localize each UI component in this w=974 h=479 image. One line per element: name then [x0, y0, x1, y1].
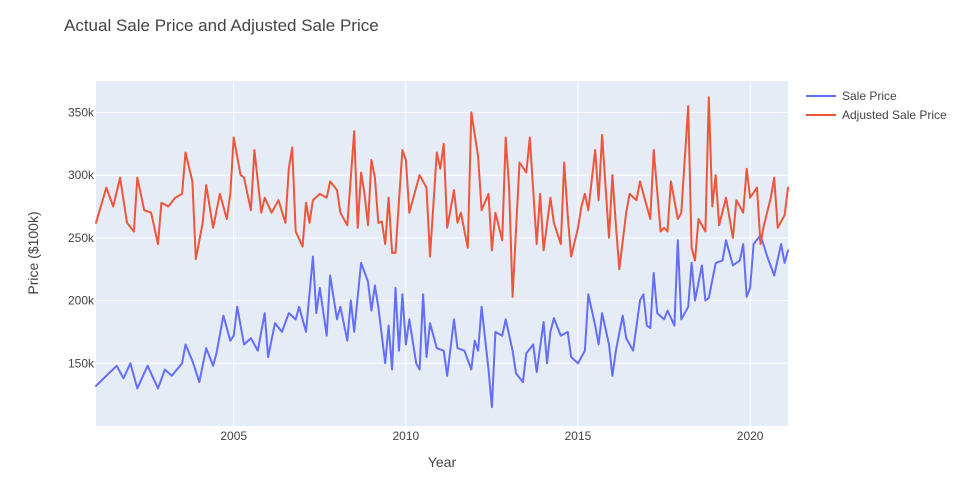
chart-title: Actual Sale Price and Adjusted Sale Pric… [64, 16, 379, 35]
legend-item[interactable]: Adjusted Sale Price [806, 108, 947, 122]
x-axis-title: Year [428, 454, 457, 470]
series-line-sale-price [95, 234, 789, 409]
plot-area [96, 81, 788, 426]
legend-label: Sale Price [842, 89, 897, 103]
legend-label: Adjusted Sale Price [842, 108, 947, 122]
series-line-adjusted-sale-price [95, 96, 789, 298]
x-tick-label: 2010 [392, 429, 419, 443]
y-tick-labels: 150k 200k 250k 300k 350k [68, 105, 95, 370]
y-tick-label: 200k [68, 294, 95, 308]
legend-item[interactable]: Sale Price [806, 89, 897, 103]
x-tick-label: 2005 [220, 429, 247, 443]
y-tick-label: 300k [68, 168, 95, 182]
x-tick-label: 2015 [565, 429, 592, 443]
x-tick-label: 2020 [737, 429, 764, 443]
y-tick-label: 350k [68, 105, 95, 119]
x-tick-labels: 2005 2010 2015 2020 [220, 429, 763, 443]
legend: Sale Price Adjusted Sale Price [806, 89, 947, 122]
y-tick-label: 250k [68, 231, 95, 245]
y-axis-title: Price ($100k) [25, 211, 41, 294]
y-tick-label: 150k [68, 356, 95, 370]
x-gridlines [233, 81, 751, 426]
series-lines [95, 96, 789, 409]
